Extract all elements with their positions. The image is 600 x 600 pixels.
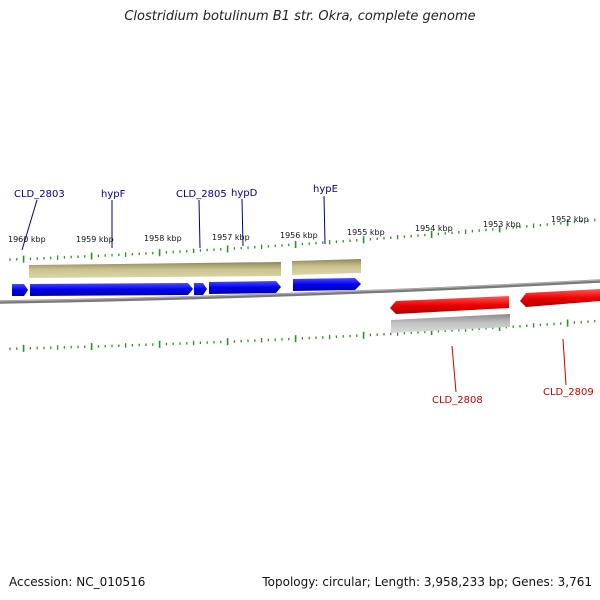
cds-feature bbox=[391, 314, 510, 333]
gene-labels: CLD_2803 hypF CLD_2805 hypD hypE CLD_280… bbox=[14, 184, 594, 406]
scale-ticks-top bbox=[9, 218, 596, 263]
reverse-gene-track bbox=[390, 289, 600, 314]
gene-arrow-hypD bbox=[209, 281, 281, 294]
forward-cds-track bbox=[29, 259, 361, 278]
genome-backbone bbox=[0, 279, 600, 304]
forward-gene-track bbox=[12, 278, 361, 296]
gene-arrow-CLD_2809 bbox=[520, 289, 600, 307]
tick-label: 1954 kbp bbox=[415, 224, 453, 233]
cds-feature bbox=[292, 259, 361, 275]
gene-label-CLD_2803: CLD_2803 bbox=[14, 189, 65, 200]
gene-arrow-CLD_2803 bbox=[12, 284, 28, 296]
tick-label: 1956 kbp bbox=[280, 231, 318, 240]
genome-title: Clostridium botulinum B1 str. Okra, comp… bbox=[124, 9, 476, 24]
tick-label: 1952 kbp bbox=[551, 215, 589, 224]
gene-label-hypD: hypD bbox=[231, 188, 258, 199]
reverse-cds-track bbox=[391, 314, 510, 333]
gene-arrow-CLD_2805 bbox=[194, 283, 207, 295]
gene-label-hypE: hypE bbox=[313, 184, 338, 195]
tick-label: 1959 kbp bbox=[76, 235, 114, 244]
tick-label: 1957 kbp bbox=[212, 233, 250, 242]
accession-text: Accession: NC_010516 bbox=[9, 575, 146, 589]
gene-arrow-hypF bbox=[30, 283, 193, 296]
label-leaders bbox=[21, 195, 567, 393]
tick-label: 1953 kbp bbox=[483, 220, 521, 229]
gene-label-CLD_2808: CLD_2808 bbox=[432, 395, 483, 406]
tick-label: 1960 kbp bbox=[8, 235, 46, 244]
gene-arrow-CLD_2808 bbox=[390, 296, 509, 314]
gene-label-CLD_2805: CLD_2805 bbox=[176, 189, 227, 200]
scale-ticks-bottom bbox=[9, 319, 596, 352]
scale-tick-labels: 1960 kbp 1959 kbp 1958 kbp 1957 kbp 1956… bbox=[8, 215, 589, 244]
cds-feature bbox=[29, 262, 281, 278]
gene-label-CLD_2809: CLD_2809 bbox=[543, 387, 594, 398]
tick-label: 1958 kbp bbox=[144, 234, 182, 243]
gene-arrow-hypE bbox=[293, 278, 361, 291]
gene-label-hypF: hypF bbox=[101, 189, 126, 200]
tick-label: 1955 kbp bbox=[347, 228, 385, 237]
genome-summary-text: Topology: circular; Length: 3,958,233 bp… bbox=[262, 575, 592, 589]
